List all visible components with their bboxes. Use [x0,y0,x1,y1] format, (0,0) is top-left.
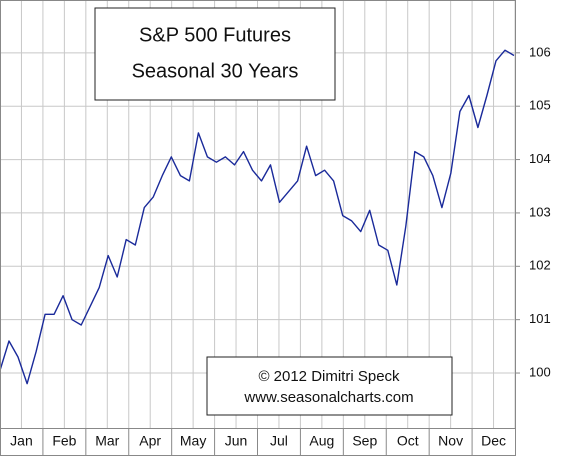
x-tick-label: Apr [139,433,161,449]
annotation: © 2012 Dimitri Speck [258,368,400,385]
y-tick-label: 106 [529,44,551,59]
y-tick-label: 101 [529,311,551,326]
x-tick-label: Dec [481,433,506,449]
y-tick-label: 104 [529,151,551,166]
x-tick-label: Aug [309,433,334,449]
x-tick-label: Nov [438,433,463,449]
x-tick-label: Mar [95,433,119,449]
y-tick-label: 102 [529,258,551,273]
y-tick-label: 100 [529,364,551,379]
x-tick-label: Sep [352,433,377,449]
annotation: www.seasonalcharts.com [243,389,413,406]
plot [0,49,515,385]
title-box [94,7,336,101]
line-series [0,49,515,385]
x-tick-label: Jul [270,433,288,449]
y-tick-label: 105 [529,98,551,113]
x-tick-label: Jun [225,433,248,449]
x-tick-label: Oct [397,433,419,449]
chart-title: S&P 500 Futures [139,24,291,46]
x-tick-label: Feb [52,433,76,449]
copyright-box [206,356,453,416]
y-tick-label: 103 [529,204,551,219]
x-tick-label: May [180,433,206,449]
chart-subtitle: Seasonal 30 Years [132,60,299,82]
x-tick-label: Jan [10,433,33,449]
